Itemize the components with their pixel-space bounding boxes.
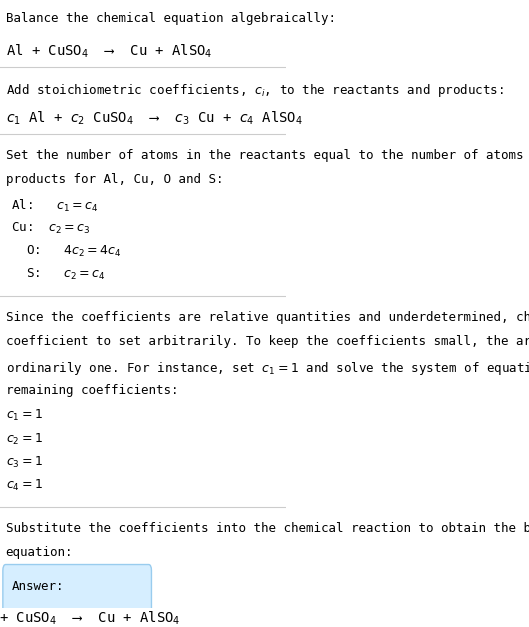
Text: Balance the chemical equation algebraically:: Balance the chemical equation algebraica…: [6, 12, 336, 25]
Text: products for Al, Cu, O and S:: products for Al, Cu, O and S:: [6, 173, 223, 186]
Text: Al + CuSO$_4$  ⟶  Cu + AlSO$_4$: Al + CuSO$_4$ ⟶ Cu + AlSO$_4$: [6, 43, 212, 60]
Text: $c_4 = 1$: $c_4 = 1$: [6, 478, 43, 493]
Text: equation:: equation:: [6, 546, 73, 559]
Text: Set the number of atoms in the reactants equal to the number of atoms in the: Set the number of atoms in the reactants…: [6, 149, 529, 162]
FancyBboxPatch shape: [3, 564, 151, 627]
Text: S:   $c_2 = c_4$: S: $c_2 = c_4$: [12, 266, 106, 282]
Text: Substitute the coefficients into the chemical reaction to obtain the balanced: Substitute the coefficients into the che…: [6, 522, 529, 535]
Text: Add stoichiometric coefficients, $c_i$, to the reactants and products:: Add stoichiometric coefficients, $c_i$, …: [6, 82, 504, 99]
Text: coefficient to set arbitrarily. To keep the coefficients small, the arbitrary va: coefficient to set arbitrarily. To keep …: [6, 335, 529, 349]
Text: $c_2 = 1$: $c_2 = 1$: [6, 431, 43, 446]
Text: O:   $4 c_2 = 4 c_4$: O: $4 c_2 = 4 c_4$: [12, 244, 122, 259]
Text: Al + CuSO$_4$  ⟶  Cu + AlSO$_4$: Al + CuSO$_4$ ⟶ Cu + AlSO$_4$: [0, 610, 180, 627]
Text: Since the coefficients are relative quantities and underdetermined, choose a: Since the coefficients are relative quan…: [6, 311, 529, 324]
Text: $c_1 = 1$: $c_1 = 1$: [6, 408, 43, 423]
Text: remaining coefficients:: remaining coefficients:: [6, 384, 178, 397]
Text: Answer:: Answer:: [12, 580, 64, 593]
Text: Cu:  $c_2 = c_3$: Cu: $c_2 = c_3$: [12, 221, 91, 236]
Text: ordinarily one. For instance, set $c_1 = 1$ and solve the system of equations fo: ordinarily one. For instance, set $c_1 =…: [6, 360, 529, 377]
Text: $c_3 = 1$: $c_3 = 1$: [6, 455, 43, 470]
Text: Al:   $c_1 = c_4$: Al: $c_1 = c_4$: [12, 198, 98, 214]
Text: $c_1$ Al + $c_2$ CuSO$_4$  ⟶  $c_3$ Cu + $c_4$ AlSO$_4$: $c_1$ Al + $c_2$ CuSO$_4$ ⟶ $c_3$ Cu + $…: [6, 109, 303, 127]
